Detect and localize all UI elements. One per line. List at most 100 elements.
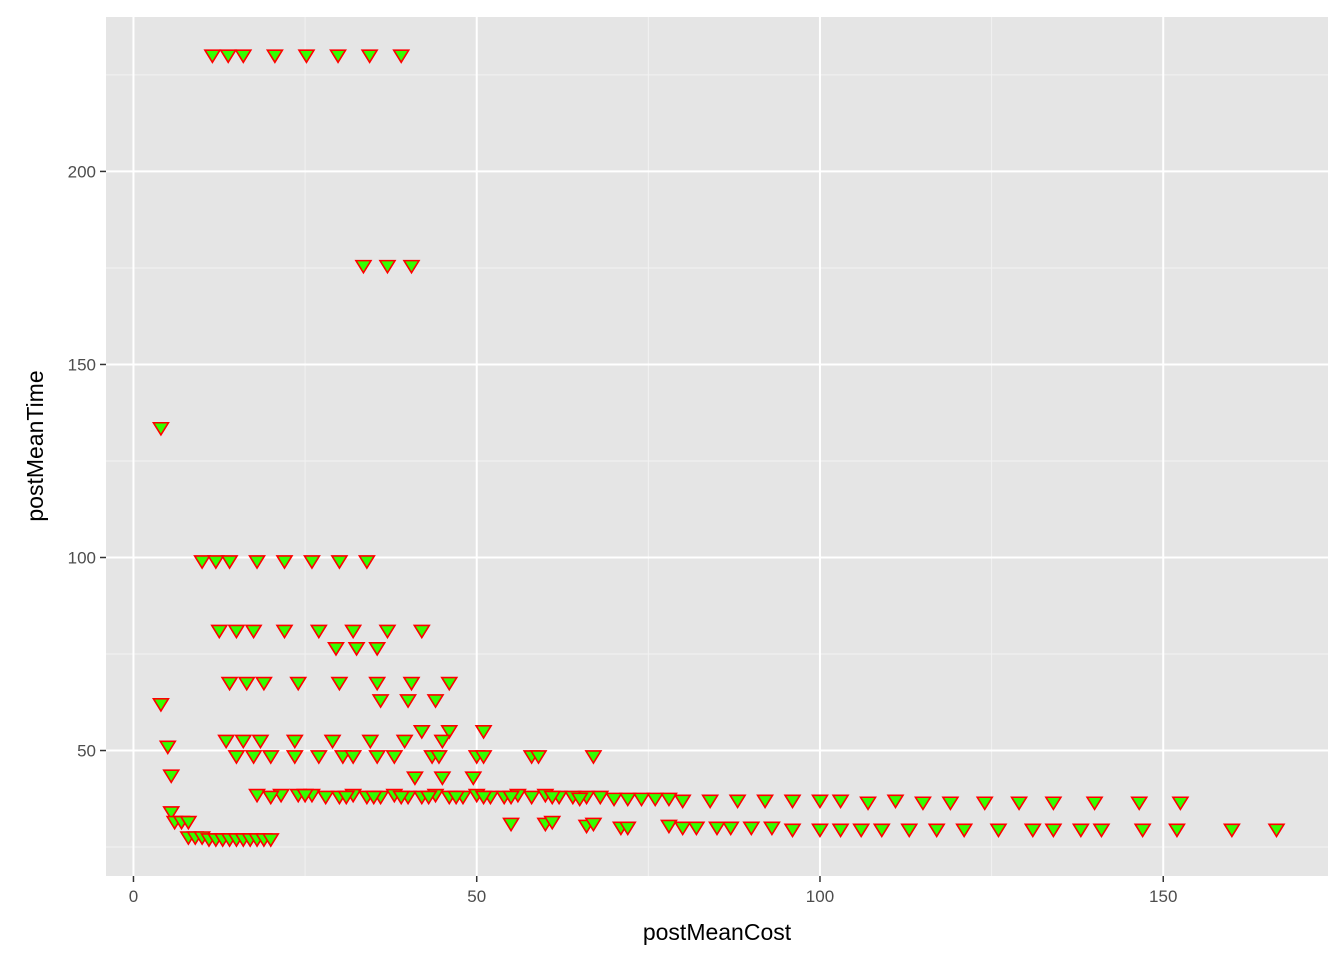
data-point bbox=[502, 817, 520, 833]
plot-panel bbox=[106, 17, 1328, 876]
data-point bbox=[220, 676, 239, 692]
data-point bbox=[237, 676, 256, 692]
data-point bbox=[303, 555, 321, 570]
data-point bbox=[347, 642, 366, 657]
data-point bbox=[433, 771, 452, 786]
data-point bbox=[296, 788, 315, 804]
data-point bbox=[872, 823, 891, 838]
data-point bbox=[762, 821, 781, 837]
data-points bbox=[151, 49, 1286, 848]
data-point bbox=[337, 790, 356, 806]
data-point bbox=[261, 750, 280, 765]
data-point bbox=[886, 794, 905, 809]
data-point bbox=[285, 750, 304, 765]
data-point bbox=[426, 694, 445, 709]
y-tick-label: 50 bbox=[77, 742, 96, 761]
data-point bbox=[955, 823, 974, 838]
data-point bbox=[543, 815, 562, 831]
data-point bbox=[151, 421, 170, 437]
data-point bbox=[701, 794, 720, 809]
data-point bbox=[210, 624, 229, 640]
data-point bbox=[591, 790, 610, 806]
data-point bbox=[392, 49, 411, 64]
data-point bbox=[927, 823, 946, 838]
data-point bbox=[1085, 796, 1104, 811]
data-point bbox=[687, 821, 706, 837]
data-point bbox=[364, 790, 383, 806]
data-point bbox=[584, 750, 603, 765]
x-axis: 0 50 100 150 bbox=[129, 876, 1177, 906]
data-point bbox=[385, 750, 404, 765]
data-point bbox=[289, 676, 308, 692]
y-axis-title: postMeanTime bbox=[22, 370, 48, 521]
x-tick-label: 150 bbox=[1149, 887, 1177, 906]
data-point bbox=[244, 750, 263, 765]
data-point bbox=[646, 792, 665, 808]
data-point bbox=[361, 734, 380, 750]
data-point bbox=[251, 734, 270, 750]
data-point bbox=[474, 790, 493, 806]
data-point bbox=[261, 790, 280, 806]
data-point bbox=[309, 750, 328, 765]
data-point bbox=[859, 796, 877, 811]
data-point bbox=[618, 792, 637, 808]
y-tick-label: 200 bbox=[68, 162, 96, 181]
data-point bbox=[395, 734, 414, 750]
data-point bbox=[285, 734, 304, 750]
data-point bbox=[1010, 796, 1029, 811]
x-tick-label: 50 bbox=[467, 887, 486, 906]
data-point bbox=[543, 790, 562, 806]
data-point bbox=[203, 49, 222, 64]
data-point bbox=[309, 624, 328, 640]
data-point bbox=[529, 750, 548, 765]
data-point bbox=[1130, 796, 1149, 811]
data-point bbox=[368, 750, 387, 765]
data-point bbox=[584, 817, 603, 833]
data-point bbox=[1044, 823, 1063, 838]
data-point bbox=[227, 750, 246, 765]
data-point bbox=[193, 555, 212, 570]
data-point bbox=[162, 769, 181, 784]
data-point bbox=[368, 642, 387, 657]
y-tick-label: 100 bbox=[68, 548, 96, 567]
data-point bbox=[217, 734, 236, 750]
data-point bbox=[261, 833, 280, 848]
data-point bbox=[618, 821, 637, 837]
data-point bbox=[354, 259, 373, 275]
data-point bbox=[248, 555, 266, 570]
data-point bbox=[673, 794, 692, 809]
data-point bbox=[811, 794, 829, 809]
data-point bbox=[811, 823, 829, 838]
data-point bbox=[378, 624, 397, 640]
data-point bbox=[360, 49, 379, 64]
data-point bbox=[1133, 823, 1152, 838]
data-point bbox=[632, 792, 651, 808]
data-point bbox=[344, 750, 363, 765]
data-point bbox=[900, 823, 919, 838]
data-point bbox=[783, 794, 802, 809]
x-axis-title: postMeanCost bbox=[643, 919, 792, 945]
data-point bbox=[605, 792, 623, 808]
data-point bbox=[327, 642, 345, 657]
data-point bbox=[399, 694, 418, 709]
data-point bbox=[323, 734, 342, 750]
data-point bbox=[412, 624, 431, 640]
data-point bbox=[1168, 823, 1186, 838]
data-point bbox=[330, 676, 349, 692]
data-point bbox=[742, 821, 761, 837]
data-point bbox=[179, 815, 198, 831]
data-point bbox=[402, 676, 421, 692]
data-point bbox=[419, 790, 438, 806]
data-point bbox=[392, 790, 411, 806]
x-tick-label: 0 bbox=[129, 887, 138, 906]
data-point bbox=[941, 796, 960, 811]
data-point bbox=[357, 555, 376, 570]
data-point bbox=[151, 698, 170, 713]
data-point bbox=[158, 740, 177, 755]
data-point bbox=[412, 725, 431, 740]
data-point bbox=[330, 555, 349, 570]
data-point bbox=[464, 771, 483, 786]
data-point bbox=[1092, 823, 1111, 838]
data-point bbox=[248, 788, 266, 804]
